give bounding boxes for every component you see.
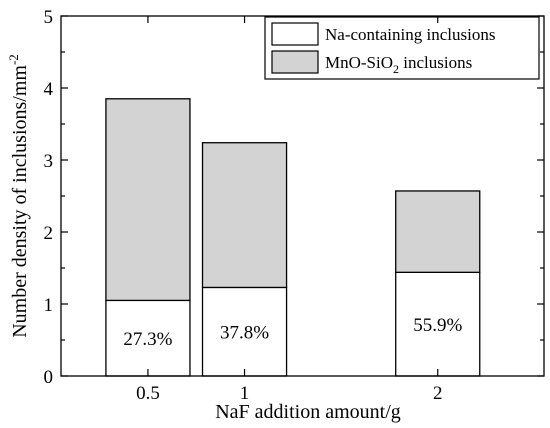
bar-na-0 (105, 299, 191, 377)
bar-annotation-0: 27.3% (123, 329, 172, 350)
bars (105, 98, 481, 377)
bar-annotation-2: 55.9% (413, 315, 462, 336)
legend-label-mno-subscript: 2 (393, 62, 399, 76)
x-tick-labels: 0.5 1 2 (136, 383, 442, 404)
y-axis-title-superscript: -2 (6, 54, 21, 65)
y-tick-label-5: 5 (44, 7, 54, 28)
bar-annotations: 27.3% 37.8% 55.9% (123, 315, 462, 350)
legend-label-na: Na-containing inclusions (325, 25, 495, 44)
x-tick-label-0: 0.5 (136, 383, 160, 404)
legend: Na-containing inclusions MnO-SiO2 inclus… (264, 16, 540, 80)
y-tick-label-2: 2 (44, 223, 54, 244)
legend-label-mno-tail: inclusions (399, 53, 472, 72)
y-axis-title: Number density of inclusions/mm-2 (6, 54, 31, 338)
legend-swatch-mno (271, 50, 319, 74)
x-tick-label-2: 2 (433, 383, 443, 404)
y-tick-label-1: 1 (44, 295, 54, 316)
legend-swatch-na (271, 22, 319, 46)
bar-na-2 (395, 271, 481, 377)
y-tick-label-4: 4 (44, 79, 54, 100)
x-tick-label-1: 1 (240, 383, 250, 404)
bar-mno-1 (201, 142, 288, 289)
x-axis-title: NaF addition amount/g (215, 401, 401, 423)
bar-mno-0 (105, 98, 191, 302)
axis-ticks (61, 15, 544, 377)
bar-na-1 (201, 286, 288, 377)
bar-mno-2 (395, 190, 481, 273)
y-tick-labels: 0 1 2 3 4 5 (44, 7, 54, 388)
y-axis-title-main: Number density of inclusions/mm (9, 65, 31, 338)
y-tick-label-0: 0 (44, 367, 54, 388)
y-tick-label-3: 3 (44, 151, 54, 172)
legend-label-mno: MnO-SiO2 inclusions (325, 53, 472, 76)
bar-annotation-1: 37.8% (220, 323, 269, 344)
legend-label-mno-main: MnO-SiO (325, 53, 393, 72)
